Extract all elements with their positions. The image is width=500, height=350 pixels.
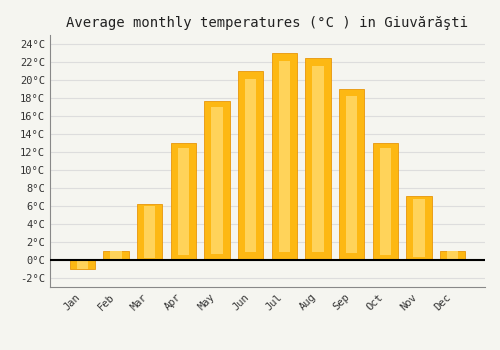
Bar	[170, 143, 196, 260]
Bar	[204, 101, 230, 260]
Bar	[238, 71, 264, 260]
Bar	[312, 65, 324, 252]
Bar	[380, 148, 391, 255]
Bar	[372, 143, 398, 260]
Bar	[339, 89, 364, 260]
Bar	[137, 204, 162, 260]
Bar	[440, 251, 465, 260]
Bar	[104, 251, 128, 260]
Bar	[272, 53, 297, 260]
Bar	[178, 148, 189, 255]
Bar	[212, 107, 222, 254]
Bar	[70, 260, 95, 269]
Bar	[406, 196, 432, 260]
Bar	[346, 96, 358, 253]
Bar	[245, 78, 256, 252]
Bar	[144, 206, 156, 258]
Bar	[414, 199, 424, 258]
Bar	[76, 260, 88, 269]
Title: Average monthly temperatures (°C ) in Giuvărăşti: Average monthly temperatures (°C ) in Gi…	[66, 16, 468, 30]
Bar	[306, 57, 330, 260]
Bar	[110, 251, 122, 260]
Bar	[447, 251, 458, 260]
Bar	[278, 61, 290, 252]
